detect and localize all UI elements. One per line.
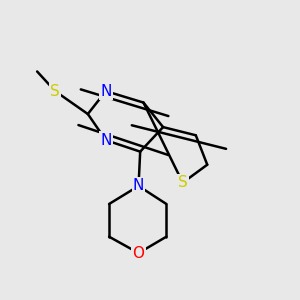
Text: S: S xyxy=(50,84,60,99)
Text: N: N xyxy=(100,84,112,99)
Text: N: N xyxy=(133,178,144,194)
Text: O: O xyxy=(133,246,145,261)
Text: N: N xyxy=(100,133,112,148)
Text: S: S xyxy=(178,175,188,190)
